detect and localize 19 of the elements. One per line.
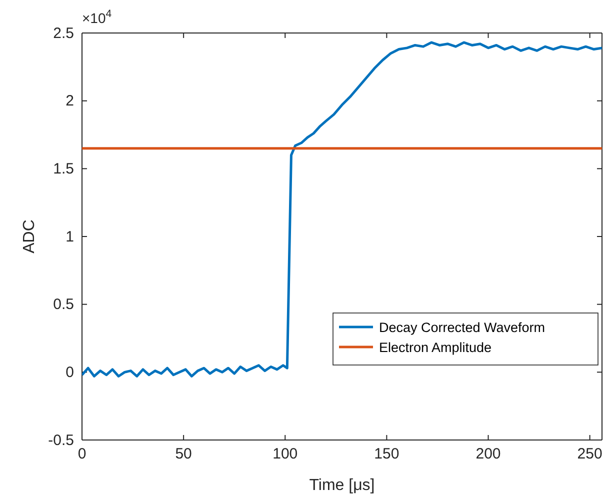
- legend-label: Decay Corrected Waveform: [379, 320, 546, 335]
- y-tick-label: 0: [66, 364, 74, 381]
- x-axis-title: Time [μs]: [309, 477, 375, 494]
- y-tick-label: -0.5: [48, 432, 74, 449]
- legend-label: Electron Amplitude: [379, 340, 492, 355]
- text: ×10$^{4}$: [82, 8, 112, 26]
- x-tick-label: 100: [272, 446, 298, 463]
- x-tick-label: 0: [78, 446, 86, 463]
- y-tick-label: 2.5: [53, 24, 74, 42]
- x-tick-label: 200: [476, 446, 501, 463]
- y-axis-title: ADC: [21, 220, 38, 254]
- x-tick-label: 150: [374, 446, 400, 463]
- line-series: [82, 41, 602, 378]
- y-tick-label: 0.5: [53, 296, 74, 314]
- x-tick-label: 50: [175, 446, 192, 463]
- y-tick-label: 2: [66, 92, 74, 110]
- y-tick-label: 1.5: [53, 160, 74, 178]
- y-tick-label: 1: [66, 228, 74, 246]
- x-tick-label: 250: [577, 446, 602, 463]
